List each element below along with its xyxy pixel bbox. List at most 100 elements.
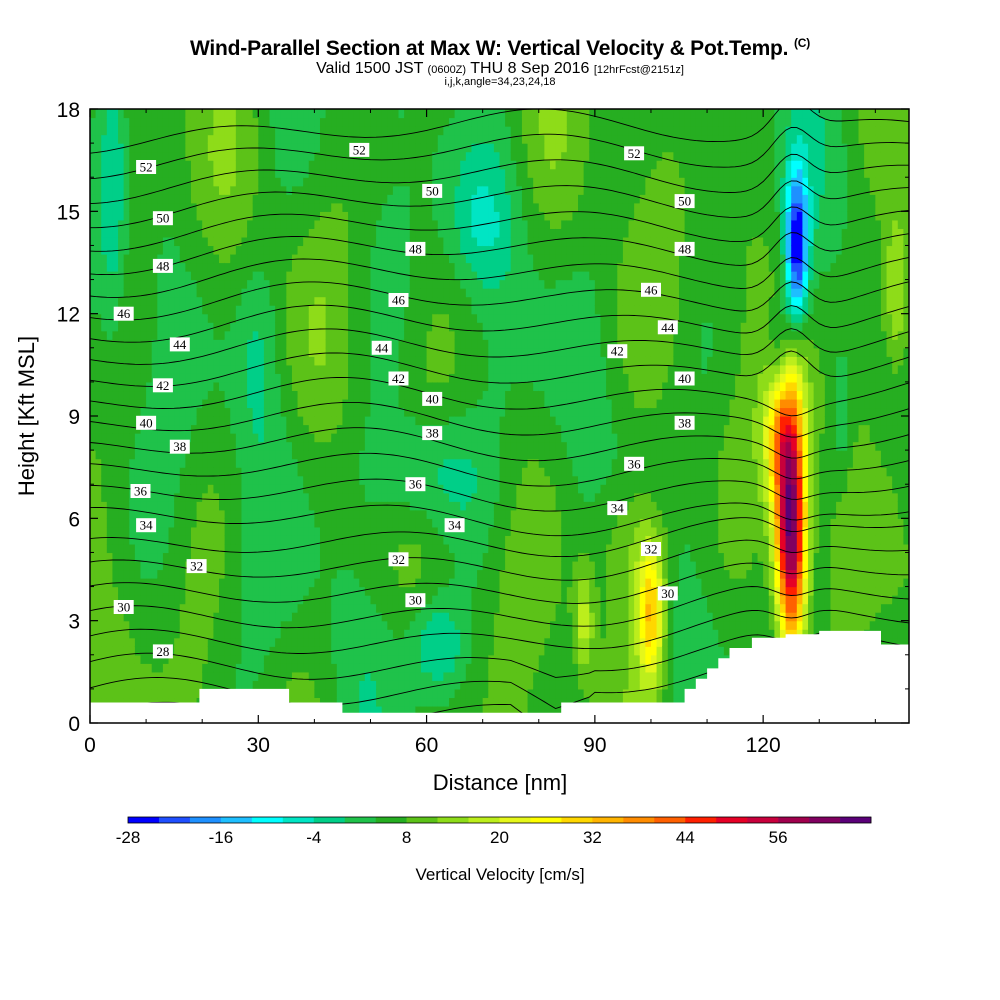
field-cell (185, 501, 192, 511)
field-cell (308, 697, 315, 707)
field-cell (134, 134, 142, 144)
field-cell (247, 330, 254, 340)
field-cell (437, 364, 444, 374)
field-cell (387, 271, 394, 281)
field-cell (106, 578, 114, 588)
field-cell (118, 492, 125, 502)
field-cell (219, 501, 226, 511)
field-cell (190, 518, 198, 528)
field-cell (202, 680, 209, 690)
field-cell (202, 373, 209, 383)
field-cell (207, 305, 215, 315)
field-cell (224, 509, 231, 519)
field-cell (252, 552, 259, 562)
field-cell (263, 160, 271, 170)
field-cell (162, 526, 170, 536)
field-cell (291, 688, 299, 699)
field-cell (146, 305, 153, 315)
field-cell (129, 509, 136, 519)
field-cell (376, 356, 383, 366)
field-cell (207, 629, 215, 639)
field-cell (129, 219, 136, 229)
field-cell (190, 117, 198, 127)
field-cell (196, 526, 203, 536)
field-cell (151, 612, 158, 622)
field-cell (129, 194, 136, 204)
field-cell (106, 663, 114, 673)
field-cell (426, 671, 433, 681)
field-cell (146, 356, 153, 366)
field-cell (443, 595, 450, 605)
field-cell (146, 364, 153, 374)
field-cell (140, 117, 147, 127)
field-cell (364, 168, 372, 178)
field-cell (398, 654, 405, 664)
field-cell (190, 535, 198, 545)
field-cell (146, 680, 153, 690)
field-cell (432, 253, 439, 264)
field-cell (465, 117, 473, 127)
field-cell (207, 560, 215, 571)
field-cell (112, 688, 119, 699)
field-cell (235, 620, 243, 630)
field-cell (90, 458, 97, 468)
field-cell (398, 219, 405, 229)
field-cell (465, 484, 473, 494)
field-cell (342, 467, 349, 477)
field-cell (123, 416, 130, 426)
field-cell (314, 543, 321, 554)
field-cell (140, 339, 147, 349)
field-cell (443, 202, 450, 212)
field-cell (291, 680, 299, 690)
field-cell (174, 219, 181, 229)
field-cell (319, 416, 327, 426)
field-cell (224, 296, 231, 306)
field-cell (162, 305, 170, 315)
field-cell (235, 586, 243, 596)
field-cell (319, 552, 327, 562)
field-cell (420, 356, 428, 366)
field-cell (381, 654, 388, 664)
field-cell (123, 245, 130, 255)
field-cell (437, 126, 444, 136)
field-cell (101, 654, 108, 664)
field-cell (342, 219, 349, 229)
field-cell (112, 134, 119, 144)
field-cell (252, 509, 259, 519)
field-cell (252, 202, 259, 212)
field-cell (134, 126, 142, 136)
field-cell (118, 109, 125, 119)
field-cell (275, 654, 282, 664)
field-cell (392, 339, 400, 349)
field-cell (224, 288, 231, 298)
field-cell (471, 671, 478, 681)
field-cell (297, 143, 304, 153)
field-cell (353, 492, 360, 502)
field-cell (247, 458, 254, 468)
field-cell (241, 271, 248, 281)
field-cell (409, 688, 416, 699)
field-cell (291, 433, 299, 443)
field-cell (106, 117, 114, 127)
field-cell (465, 612, 473, 622)
field-cell (162, 109, 170, 119)
field-cell (325, 151, 332, 161)
field-cell (303, 663, 310, 673)
field-cell (437, 620, 444, 630)
field-cell (409, 168, 416, 178)
field-cell (224, 364, 231, 374)
field-cell (398, 160, 405, 170)
field-cell (190, 262, 198, 272)
field-cell (432, 373, 439, 383)
field-cell (134, 151, 142, 161)
field-cell (331, 356, 338, 366)
field-cell (95, 663, 102, 673)
field-cell (140, 501, 147, 511)
field-cell (342, 509, 349, 519)
field-cell (437, 586, 444, 596)
field-cell (376, 211, 383, 221)
field-cell (185, 228, 192, 238)
field-cell (146, 560, 153, 571)
field-cell (465, 356, 473, 366)
field-cell (314, 296, 321, 306)
